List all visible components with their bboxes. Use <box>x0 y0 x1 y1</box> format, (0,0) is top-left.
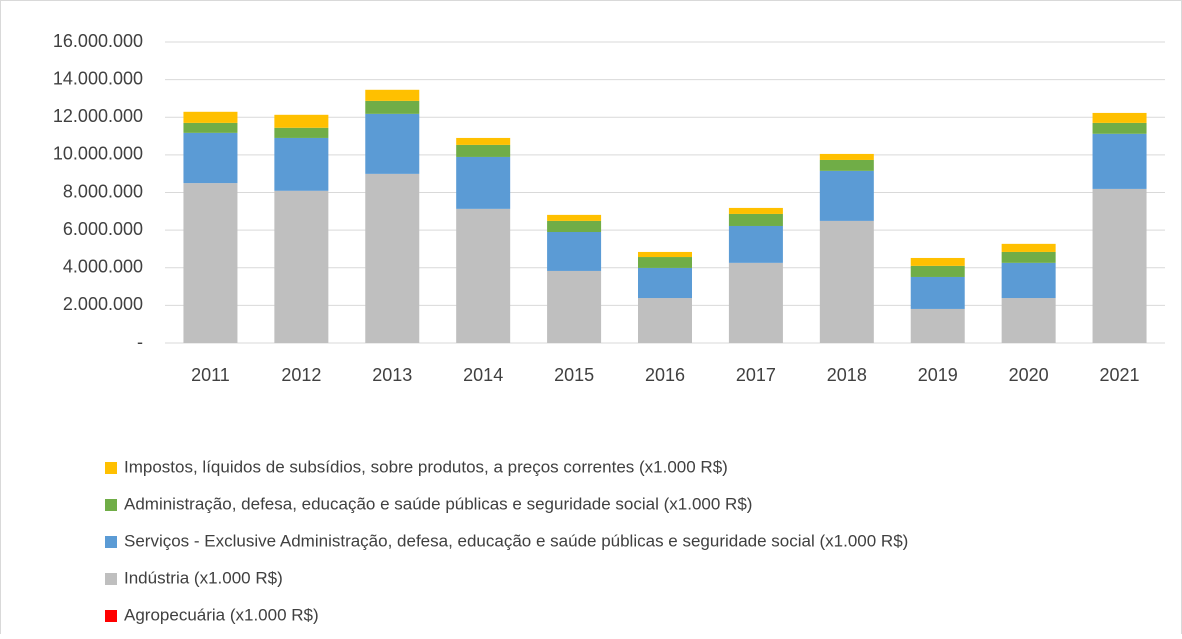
y-tick-label: 16.000.000 <box>53 31 143 51</box>
y-tick-label: 4.000.000 <box>63 257 143 277</box>
bar-segment <box>1092 122 1147 134</box>
bar-segment <box>1001 243 1056 252</box>
bar-segment <box>1001 262 1056 299</box>
legend-swatch <box>105 536 117 548</box>
x-tick-label: 2013 <box>372 365 412 385</box>
x-tick-label: 2017 <box>736 365 776 385</box>
bar-segment <box>183 183 238 343</box>
legend-swatch <box>105 573 117 585</box>
bar-segment <box>1092 133 1147 189</box>
y-tick-label: 10.000.000 <box>53 144 143 164</box>
bar-segment <box>819 220 874 343</box>
x-tick-label: 2011 <box>191 365 230 385</box>
x-tick-label: 2021 <box>1100 365 1140 385</box>
bar-segment <box>728 213 783 226</box>
bar-segment <box>547 232 602 271</box>
y-tick-label: 6.000.000 <box>63 219 143 239</box>
bar-segment <box>819 159 874 171</box>
legend-label: Indústria (x1.000 R$) <box>124 568 283 587</box>
x-tick-label: 2014 <box>463 365 503 385</box>
x-tick-label: 2016 <box>645 365 685 385</box>
legend-label: Agropecuária (x1.000 R$) <box>124 605 319 624</box>
y-tick-label: 14.000.000 <box>53 68 143 88</box>
bar-segment <box>274 137 329 191</box>
bar-segment <box>1092 188 1147 343</box>
bar-segment <box>274 114 329 128</box>
bar-segment <box>638 298 692 343</box>
bar-segment <box>910 308 965 343</box>
bar-segment <box>1001 251 1056 263</box>
bar-segment <box>274 127 329 138</box>
x-tick-label: 2012 <box>281 365 321 385</box>
y-tick-label: 2.000.000 <box>63 294 143 314</box>
bar-segment <box>638 251 692 258</box>
bar-segment <box>456 137 511 145</box>
legend-swatch <box>105 499 117 511</box>
legend-swatch <box>105 610 117 622</box>
bar-segment <box>638 257 692 268</box>
x-tick-label: 2018 <box>827 365 867 385</box>
bar-segment <box>547 220 602 233</box>
bar-segment <box>819 170 874 221</box>
bar-segment <box>456 156 511 209</box>
bar-segment <box>728 225 783 263</box>
y-tick-label: 8.000.000 <box>63 181 143 201</box>
bar-segment <box>910 257 965 266</box>
bar-segment <box>728 207 783 214</box>
legend-label: Impostos, líquidos de subsídios, sobre p… <box>124 457 728 476</box>
bar-segment <box>183 111 238 123</box>
x-tick-label: 2019 <box>918 365 958 385</box>
bar-segment <box>638 267 692 299</box>
bar-segment <box>365 113 420 174</box>
bar-segment <box>1001 298 1056 343</box>
legend-swatch <box>105 462 117 474</box>
x-tick-label: 2020 <box>1009 365 1049 385</box>
bar-segment <box>1092 112 1147 123</box>
legend-label: Administração, defesa, educação e saúde … <box>124 494 752 513</box>
bar-segment <box>456 144 511 157</box>
bar-segment <box>183 122 238 133</box>
bar-segment <box>819 153 874 160</box>
bar-segment <box>365 89 420 101</box>
legend-label: Serviços - Exclusive Administração, defe… <box>124 531 908 550</box>
bar-segment <box>728 262 783 343</box>
y-tick-label: - <box>137 332 143 352</box>
bar-segment <box>274 190 329 343</box>
bar-segment <box>547 270 602 343</box>
bar-segment <box>910 276 965 309</box>
bar-segment <box>183 132 238 184</box>
x-tick-label: 2015 <box>554 365 594 385</box>
bar-segment <box>456 208 511 343</box>
y-tick-label: 12.000.000 <box>53 106 143 126</box>
bar-segment <box>365 100 420 114</box>
bar-segment <box>910 265 965 277</box>
bar-segment <box>547 214 602 221</box>
bar-segment <box>365 173 420 343</box>
